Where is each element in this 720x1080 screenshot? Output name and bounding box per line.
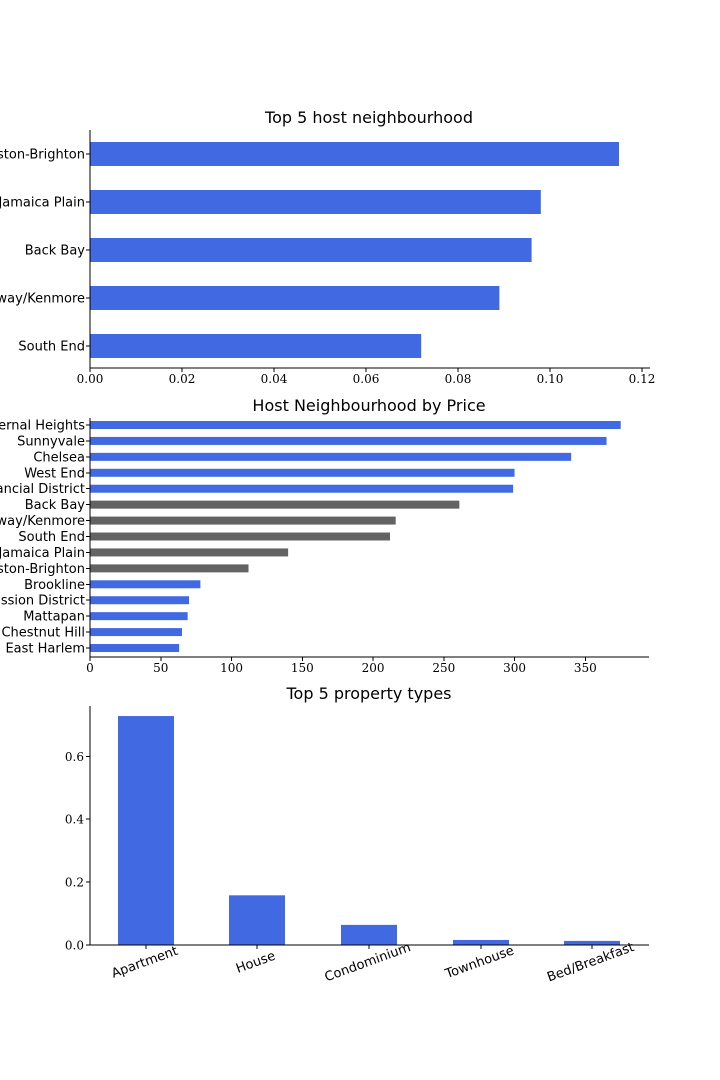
chart2-bar — [90, 468, 515, 477]
chart2-x-tick-label: 350 — [574, 661, 597, 675]
chart2-category-label: Chelsea — [33, 450, 85, 465]
chart2-x-tick-label: 300 — [503, 661, 526, 675]
chart2-bars — [90, 421, 621, 653]
chart3-bar — [341, 924, 397, 945]
chart2-bar — [90, 628, 182, 637]
chart1-category-label: Fenway/Kenmore — [0, 292, 85, 307]
chart3-category-label: Condominium — [323, 940, 413, 985]
chart-top5-property-types: Top 5 property types Apartment House Condo… — [65, 684, 649, 985]
chart2-category-label: Back Bay — [25, 498, 86, 513]
chart2-category-label: Chestnut Hill — [1, 626, 85, 641]
chart2-category-label: Bernal Heights — [0, 419, 85, 434]
chart1-x-tick-label: 0.06 — [353, 372, 380, 386]
chart3-bar — [229, 895, 285, 945]
chart3-y-tick-label: 0.6 — [65, 750, 84, 764]
chart2-x-tick-label: 150 — [291, 661, 314, 675]
chart2-category-label: Jamaica Plain — [0, 546, 85, 561]
chart3-y-tick-label: 0.0 — [65, 939, 84, 953]
chart1-category-label: Allston-Brighton — [0, 148, 85, 163]
chart3-category-labels: Apartment House Condominium Townhouse Bed/Br… — [110, 940, 637, 985]
chart2-category-label: East Harlem — [5, 642, 85, 657]
chart2-bar — [90, 484, 514, 493]
chart1-category-labels: Allston-Brighton Jamaica Plain Back Bay Fen… — [0, 148, 90, 355]
chart2-x-tick-label: 250 — [432, 661, 455, 675]
chart3-category-label: Apartment — [110, 944, 180, 982]
chart2-bar — [90, 548, 289, 557]
chart1-category-label: Jamaica Plain — [0, 196, 85, 211]
chart2-category-label: Brookline — [24, 578, 85, 593]
chart-top5-host-neighbourhood: Top 5 host neighbourhood Allston-Brighto… — [0, 108, 655, 386]
chart1-x-tick-label: 0.12 — [629, 372, 656, 386]
chart2-category-label: Sunnyvale — [17, 434, 85, 449]
chart2-bar — [90, 532, 391, 541]
chart2-title: Host Neighbourhood by Price — [252, 396, 485, 415]
chart1-category-label: Back Bay — [25, 244, 86, 259]
chart2-bar — [90, 644, 180, 653]
chart2-category-label: South End — [18, 530, 85, 545]
chart2-x-tick-label: 100 — [220, 661, 243, 675]
chart2-x-ticks: 0 50 100 150 200 250 300 350 — [86, 657, 597, 675]
chart-host-neighbourhood-by-price: Host Neighbourhood by Price Bernal Heigh… — [0, 396, 649, 675]
chart2-bar — [90, 596, 190, 605]
chart2-bar — [90, 564, 249, 573]
chart2-category-label: Mattapan — [23, 610, 85, 625]
chart3-category-label: House — [234, 949, 277, 977]
chart1-x-ticks: 0.00 0.02 0.04 0.06 0.08 0.10 0.12 — [77, 368, 656, 386]
chart2-bar — [90, 612, 188, 621]
chart2-bar — [90, 452, 572, 461]
chart1-bar — [90, 238, 532, 262]
chart1-x-tick-label: 0.10 — [537, 372, 564, 386]
chart2-x-tick-label: 50 — [153, 661, 168, 675]
chart2-category-label: Allston-Brighton — [0, 562, 85, 577]
chart1-x-tick-label: 0.02 — [169, 372, 196, 386]
chart1-bars — [90, 142, 619, 358]
chart2-category-label: Mission District — [0, 594, 85, 609]
chart3-y-tick-label: 0.4 — [65, 813, 84, 827]
chart1-x-tick-label: 0.04 — [261, 372, 288, 386]
chart1-bar — [90, 190, 541, 214]
chart2-bar — [90, 421, 621, 429]
chart1-bar — [90, 142, 619, 166]
chart3-y-ticks: 0.0 0.2 0.4 0.6 — [65, 750, 90, 953]
chart3-bar — [453, 939, 509, 945]
chart2-x-tick-label: 0 — [86, 661, 94, 675]
chart3-category-label: Bed/Breakfast — [545, 940, 636, 985]
chart1-bar — [90, 334, 422, 358]
chart1-title: Top 5 host neighbourhood — [264, 108, 473, 127]
chart2-bar — [90, 500, 460, 509]
chart1-category-label: South End — [18, 340, 85, 355]
chart2-bar — [90, 580, 201, 589]
chart3-y-tick-label: 0.2 — [65, 876, 84, 890]
chart1-x-tick-label: 0.08 — [445, 372, 472, 386]
chart1-bar — [90, 286, 500, 310]
chart3-bar — [118, 716, 174, 945]
chart3-bars — [118, 716, 620, 945]
chart2-bar — [90, 436, 607, 445]
chart2-category-label: West End — [24, 466, 85, 481]
chart1-x-tick-label: 0.00 — [77, 372, 104, 386]
chart2-category-label: Fenway/Kenmore — [0, 514, 85, 529]
chart2-category-label: Financial District — [0, 482, 85, 497]
chart3-category-label: Townhouse — [443, 943, 517, 982]
chart3-bar — [564, 940, 620, 945]
chart2-bar — [90, 516, 396, 525]
chart2-x-tick-label: 200 — [362, 661, 385, 675]
chart3-title: Top 5 property types — [285, 684, 451, 703]
